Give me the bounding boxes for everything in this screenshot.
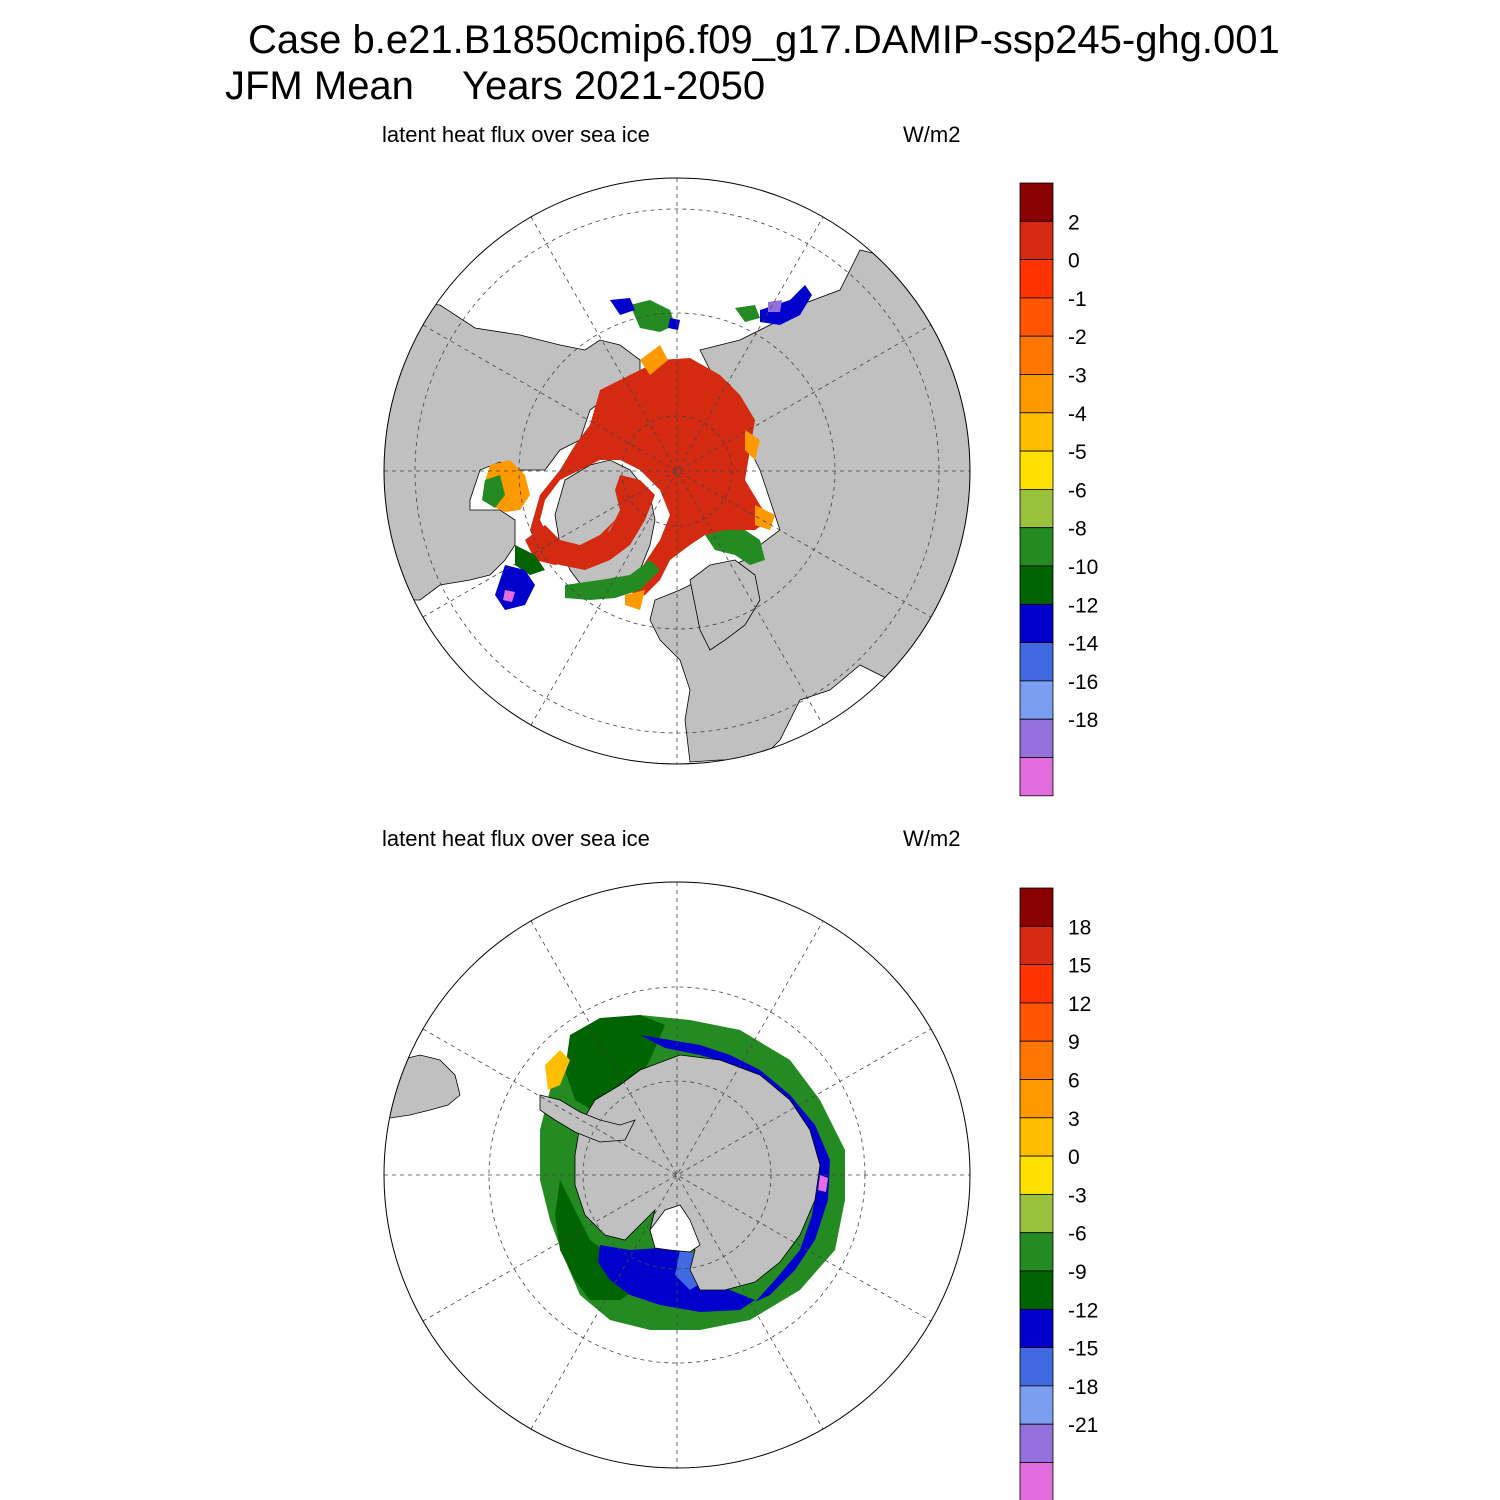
north-colorbar: 2 0 -1 -2 -3 -4 -5 -6 -8 -10 -12 -14 -16 -18 (1019, 182, 1099, 797)
south-panel-units: W/m2 (903, 826, 961, 851)
figure-title-case: Case b.e21.B1850cmip6.f09_g17.DAMIP-ssp2… (248, 18, 1280, 62)
north-colorbar-tick-label: -6 (1068, 479, 1087, 502)
south-graticule (384, 882, 970, 1468)
baffin-ice (525, 520, 615, 565)
north-colorbar-swatch (1019, 450, 1054, 490)
south-colorbar-tick-label: -3 (1068, 1184, 1087, 1207)
north-colorbar-swatch (1019, 259, 1054, 299)
weddell-dark-green (565, 1015, 665, 1115)
bering-green (630, 300, 675, 332)
east-antarctic-violet (818, 1175, 828, 1192)
north-colorbar-tick-label: 2 (1068, 211, 1080, 234)
south-colorbar-swatch (1019, 1079, 1054, 1119)
years-label: Years 2021-2050 (461, 64, 766, 108)
season-label: JFM Mean (225, 64, 414, 108)
south-panel-variable: latent heat flux over sea ice (382, 826, 650, 851)
south-colorbar-tick-label: 9 (1068, 1031, 1080, 1054)
south-colorbar-swatch (1019, 1002, 1054, 1042)
north-colorbar-tick-label: -1 (1068, 288, 1087, 311)
south-colorbar-tick-label: 12 (1068, 993, 1091, 1016)
south-colorbar-swatch (1019, 1194, 1054, 1234)
north-colorbar-tick-label: -2 (1068, 326, 1087, 349)
greenland-east-green (565, 560, 660, 600)
figure-title-period: JFM Mean Years 2021-2050 (225, 64, 765, 109)
south-polar-map (384, 882, 970, 1468)
south-colorbar-tick-label: -6 (1068, 1223, 1087, 1246)
north-colorbar-tick-label: -8 (1068, 518, 1087, 541)
antarctica-land (574, 1054, 821, 1291)
south-colorbar-tick-label: -15 (1068, 1338, 1098, 1361)
north-colorbar-swatch (1019, 297, 1054, 337)
south-colorbar-tick-label: -12 (1068, 1299, 1098, 1322)
south-colorbar-swatch (1019, 1040, 1054, 1080)
okhotsk-blue (760, 285, 812, 325)
north-colorbar-tick-label: 0 (1068, 250, 1080, 273)
north-colorbar-swatch (1019, 220, 1054, 261)
okhotsk-violet (768, 300, 782, 312)
south-map-border (383, 881, 971, 1469)
hudson-bay-green (482, 475, 505, 508)
bering-blue (610, 298, 680, 330)
south-colorbar-swatch (1019, 1385, 1054, 1425)
south-colorbar-swatch (1019, 1232, 1054, 1272)
north-panel-units: W/m2 (903, 122, 961, 147)
north-colorbar-swatch (1019, 182, 1054, 222)
north-colorbar-tick-label: -16 (1068, 671, 1098, 694)
north-colorbar-swatch (1019, 335, 1054, 375)
north-colorbar-tick-label: -3 (1068, 365, 1087, 388)
barents-green (705, 530, 765, 565)
south-colorbar-swatch (1019, 1155, 1054, 1195)
south-colorbar-swatch (1019, 925, 1054, 965)
north-colorbar-swatch (1019, 603, 1054, 643)
north-colorbar-swatch (1019, 412, 1054, 452)
south-colorbar-tick-label: 0 (1068, 1146, 1080, 1169)
north-colorbar-swatch (1019, 527, 1054, 567)
north-colorbar-swatch (1019, 642, 1054, 682)
okhotsk-green (735, 305, 760, 322)
north-colorbar-swatch (1019, 718, 1054, 758)
south-colorbar-tick-label: -9 (1068, 1261, 1087, 1284)
north-colorbar-swatch (1019, 565, 1054, 605)
south-colorbar-swatch (1019, 1308, 1054, 1349)
south-colorbar-swatch (1019, 1270, 1054, 1310)
south-colorbar-swatch (1019, 1117, 1054, 1157)
arctic-ice-red (530, 358, 770, 600)
labrador-green (515, 545, 545, 575)
ross-ice-shelf (649, 1204, 701, 1253)
north-map-border (383, 177, 971, 765)
north-colorbar-tick-label: -12 (1068, 594, 1098, 617)
weddell-yellow (545, 1050, 570, 1090)
south-colorbar-tick-label: 18 (1068, 916, 1091, 939)
north-colorbar-swatch (1019, 488, 1054, 529)
north-colorbar-tick-label: -10 (1068, 556, 1098, 579)
south-colorbar-swatch (1019, 887, 1054, 927)
north-polar-map (384, 178, 970, 764)
north-graticule (384, 178, 970, 764)
south-colorbar-swatch (1019, 1462, 1054, 1500)
north-colorbar-tick-label: -4 (1068, 403, 1087, 426)
south-colorbar-swatch (1019, 1347, 1054, 1387)
north-colorbar-tick-label: -5 (1068, 441, 1087, 464)
north-colorbar-swatch (1019, 374, 1054, 414)
south-colorbar: 18 15 12 9 6 3 0 -3 -6 -9 -12 -15 -18 -21 (1019, 887, 1098, 1500)
south-colorbar-swatch (1019, 964, 1054, 1004)
north-colorbar-tick-label: -18 (1068, 709, 1098, 732)
ross-sea-blue (598, 1245, 755, 1312)
north-america-land (384, 299, 641, 601)
antarctic-peninsula (539, 1094, 636, 1143)
south-colorbar-tick-label: -21 (1068, 1414, 1098, 1437)
north-panel-variable: latent heat flux over sea ice (382, 122, 650, 147)
north-colorbar-swatch (1019, 680, 1054, 720)
south-colorbar-tick-label: 3 (1068, 1108, 1080, 1131)
south-colorbar-tick-label: 6 (1068, 1070, 1080, 1093)
south-colorbar-tick-label: -18 (1068, 1376, 1098, 1399)
north-colorbar-swatch (1019, 757, 1054, 797)
scandinavia-land (689, 559, 761, 651)
south-colorbar-swatch (1019, 1423, 1054, 1463)
north-colorbar-tick-label: -14 (1068, 633, 1099, 656)
south-colorbar-tick-label: 15 (1068, 955, 1091, 978)
labrador-violet (503, 590, 515, 602)
